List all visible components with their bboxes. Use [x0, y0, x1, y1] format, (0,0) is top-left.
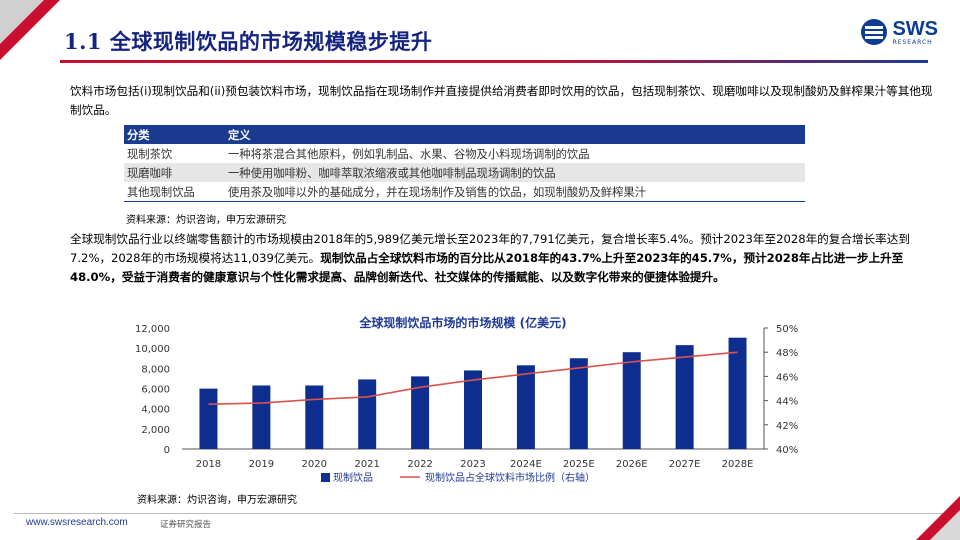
summary-bold-text: 现制饮品占全球饮料市场的百分比从2018年的43.7%上升至2023年的45.7… [70, 251, 904, 284]
corner-decoration-bottom-grey [930, 510, 960, 540]
legend-label-bar: 现制饮品 [333, 471, 373, 484]
intro-paragraph: 饮料市场包括(i)现制饮品和(ii)预包装饮料市场，现制饮品指在现场制作并直接提… [70, 84, 933, 117]
line-series-share [208, 351, 738, 406]
bar-2026E [622, 352, 641, 449]
chart-title: 全球现制饮品市场的市场规模 (亿美元) [358, 315, 566, 330]
corner-decoration-grey [0, 0, 44, 44]
y-right-tick-label: 50% [776, 324, 798, 335]
title-underline [60, 60, 928, 63]
x-tick-label: 2025E [563, 459, 595, 470]
y-left-tick-label: 10,000 [135, 344, 170, 355]
legend-label-line: 现制饮品占全球饮料市场比例（右轴） [425, 471, 595, 484]
y-right-tick-label: 44% [776, 397, 798, 408]
sws-logo-icon [861, 19, 888, 45]
y-left-tick-label: 2,000 [141, 425, 170, 436]
bar-2019 [252, 385, 271, 449]
x-tick-label: 2028E [722, 459, 754, 470]
table-header-row: 分类 定义 [124, 125, 805, 144]
footer-url-link[interactable]: www.swsresearch.com [26, 517, 128, 528]
table-cell-definition: 使用茶及咖啡以外的基础成分，并在现场制作及销售的饮品，如现制酸奶及鲜榨果汁 [225, 182, 805, 202]
bar-2018 [199, 388, 218, 449]
x-tick-label: 2026E [616, 459, 648, 470]
bar-2027E [675, 345, 694, 449]
table-row: 其他现制饮品 使用茶及咖啡以外的基础成分，并在现场制作及销售的饮品，如现制酸奶及… [124, 182, 805, 202]
logo-subtext: RESEARCH [892, 38, 933, 46]
summary-paragraph: 全球现制饮品行业以终端零售额计的市场规模由2018年的5,989亿美元增长至20… [70, 230, 936, 287]
footer-tag: 证券研究报告 [160, 520, 212, 530]
summary-normal-text: 全球现制饮品行业以终端零售额计的市场规模由2018年的5,989亿美元增长至20… [70, 232, 910, 265]
x-tick-label: 2022 [407, 459, 432, 470]
table-row: 现制茶饮 一种将茶混合其他原料，例如乳制品、水果、谷物及小料现场调制的饮品 [124, 144, 805, 163]
table-header-definition: 定义 [225, 125, 805, 144]
x-tick-label: 2018 [196, 459, 221, 470]
legend-swatch-bar [321, 473, 330, 482]
chart-source: 资料来源：灼识咨询，申万宏源研究 [137, 495, 297, 506]
x-tick-label: 2024E [510, 459, 542, 470]
x-tick-label: 2027E [669, 459, 701, 470]
bar-2024E [516, 365, 535, 449]
bar-2023 [464, 370, 482, 449]
table-cell-category: 现磨咖啡 [124, 163, 225, 182]
bar-2028E [728, 337, 747, 449]
table-cell-definition: 一种使用咖啡粉、咖啡萃取浓缩液或其他咖啡制品现场调制的饮品 [225, 163, 805, 182]
logo-text: SWS [892, 17, 938, 40]
bar-2025E [569, 358, 588, 449]
bar-2021 [358, 379, 377, 449]
table-cell-category: 现制茶饮 [124, 144, 225, 163]
y-left-tick-label: 4,000 [141, 405, 170, 416]
table-row: 现磨咖啡 一种使用咖啡粉、咖啡萃取浓缩液或其他咖啡制品现场调制的饮品 [124, 163, 805, 182]
x-tick-label: 2020 [302, 459, 327, 470]
table-cell-category: 其他现制饮品 [124, 182, 225, 202]
x-tick-label: 2023 [460, 459, 485, 470]
y-left-tick-label: 8,000 [141, 364, 170, 375]
y-right-tick-label: 46% [776, 372, 798, 383]
x-tick-label: 2019 [249, 459, 274, 470]
y-left-tick-label: 12,000 [135, 324, 170, 335]
y-left-tick-label: 6,000 [141, 385, 170, 396]
table-header-category: 分类 [124, 125, 225, 144]
bar-2020 [305, 385, 324, 449]
y-right-tick-label: 40% [776, 445, 798, 456]
y-right-tick-label: 48% [776, 348, 798, 359]
bar-2022 [411, 376, 430, 449]
table-cell-definition: 一种将茶混合其他原料，例如乳制品、水果、谷物及小料现场调制的饮品 [225, 144, 805, 163]
sws-logo: SWS RESEARCH [860, 18, 938, 46]
footer-divider [14, 513, 946, 514]
page-title: 1.1 全球现制饮品的市场规模稳步提升 [64, 29, 433, 54]
y-left-tick-label: 0 [164, 445, 170, 456]
y-right-tick-label: 42% [776, 421, 798, 432]
definition-table: 分类 定义 现制茶饮 一种将茶混合其他原料，例如乳制品、水果、谷物及小料现场调制… [124, 125, 805, 202]
x-tick-label: 2021 [354, 459, 379, 470]
table-source: 资料来源：灼识咨询，申万宏源研究 [126, 215, 286, 226]
